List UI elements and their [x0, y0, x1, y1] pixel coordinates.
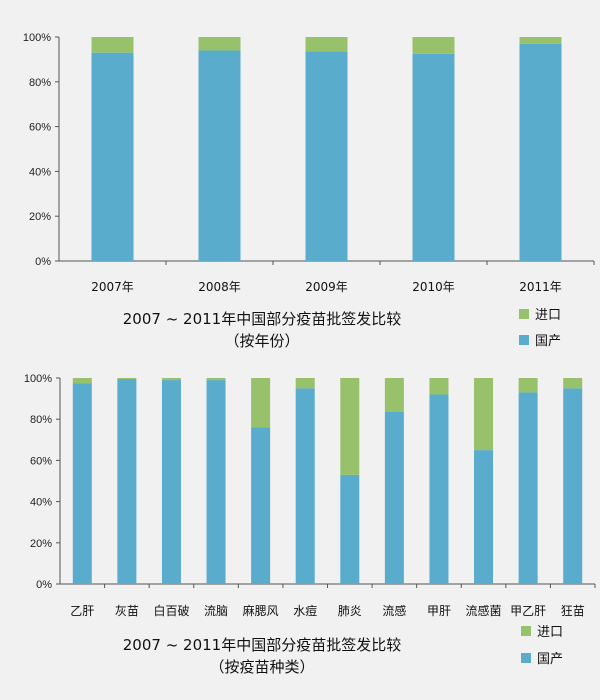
bar-imported: [563, 378, 583, 389]
chart-subtitle: （按疫苗种类）: [209, 658, 314, 676]
bar-domestic: [117, 379, 137, 584]
bar-domestic: [384, 411, 404, 584]
x-category-label: 甲乙肝: [510, 604, 546, 618]
x-category-label: 2011年: [519, 280, 562, 294]
x-category-label: 流感: [382, 603, 406, 618]
x-category-label: 2009年: [305, 280, 348, 294]
bar-domestic: [412, 53, 455, 261]
bar-domestic: [161, 380, 181, 584]
x-category-label: 麻腮风: [243, 603, 279, 618]
x-category-label: 甲肝: [427, 604, 451, 618]
bar-imported: [412, 37, 455, 54]
legend-label-imported: 进口: [537, 625, 563, 640]
x-category-label: 灰苗: [115, 604, 139, 618]
chart-title: 2007 ~ 2011年中国部分疫苗批签发比较: [123, 636, 401, 654]
bar-domestic: [474, 450, 494, 584]
bar-imported: [518, 378, 538, 393]
legend-swatch-domestic: [521, 653, 531, 663]
bar-domestic: [72, 383, 92, 584]
y-tick-label: 80%: [29, 77, 51, 89]
bar-imported: [251, 378, 271, 428]
bar-imported: [295, 378, 315, 389]
legend-swatch-imported: [521, 626, 531, 636]
bar-domestic: [251, 427, 271, 584]
x-category-label: 白百破: [153, 603, 189, 618]
bar-imported: [206, 378, 226, 381]
bar-imported: [72, 378, 92, 384]
chart-subtitle: （按年份）: [224, 332, 299, 350]
bar-imported: [305, 37, 348, 52]
bar-imported: [161, 378, 181, 381]
bar-imported: [198, 37, 241, 51]
bar-domestic: [340, 474, 360, 584]
y-tick-label: 20%: [29, 211, 51, 223]
legend-label-domestic: 国产: [537, 652, 563, 667]
y-tick-label: 40%: [30, 497, 52, 509]
y-tick-label: 100%: [23, 32, 51, 44]
bar-imported: [117, 378, 137, 380]
x-category-label: 肺炎: [338, 604, 362, 618]
legend-swatch-imported: [519, 309, 529, 319]
bar-domestic: [563, 388, 583, 584]
bar-domestic: [91, 52, 134, 262]
bar-imported: [519, 37, 562, 44]
bar-imported: [384, 378, 404, 412]
bar-imported: [429, 378, 449, 395]
y-tick-label: 60%: [29, 122, 51, 134]
x-category-label: 流感菌: [466, 603, 502, 618]
x-category-label: 流脑: [204, 604, 228, 618]
y-tick-label: 100%: [24, 373, 52, 385]
y-tick-label: 20%: [30, 538, 52, 550]
bar-domestic: [198, 50, 241, 261]
bar-domestic: [519, 43, 562, 261]
y-tick-label: 0%: [36, 579, 52, 591]
x-category-label: 2010年: [412, 280, 455, 294]
y-tick-label: 40%: [29, 166, 51, 178]
y-tick-label: 60%: [30, 455, 52, 467]
legend-label-domestic: 国产: [535, 334, 561, 349]
y-tick-label: 0%: [35, 256, 51, 268]
x-category-label: 狂苗: [561, 604, 585, 618]
bar-domestic: [429, 394, 449, 584]
chart-title: 2007 ~ 2011年中国部分疫苗批签发比较: [123, 310, 401, 328]
x-category-label: 水痘: [293, 603, 317, 618]
bar-imported: [474, 378, 494, 451]
bar-domestic: [518, 392, 538, 584]
x-category-label: 2007年: [91, 280, 134, 294]
bar-domestic: [305, 51, 348, 262]
bar-imported: [91, 37, 134, 53]
y-tick-label: 80%: [30, 414, 52, 426]
chart-by-year: 0% 20% 40% 60% 80% 100% 2007年 2008年 2009年 2010年 20…: [23, 32, 595, 350]
bar-imported: [340, 378, 360, 475]
bar-domestic: [295, 388, 315, 584]
x-category-label: 2008年: [198, 280, 241, 294]
bar-domestic: [206, 380, 226, 584]
legend-label-imported: 进口: [535, 308, 561, 323]
x-category-label: 乙肝: [70, 604, 94, 618]
legend-swatch-domestic: [519, 335, 529, 345]
chart-by-vaccine-type: 0% 20% 40% 60% 80% 100% 乙肝 灰苗 白百破 流脑 麻腮风 水痘 肺炎 流感 甲肝 流感…: [24, 373, 596, 676]
